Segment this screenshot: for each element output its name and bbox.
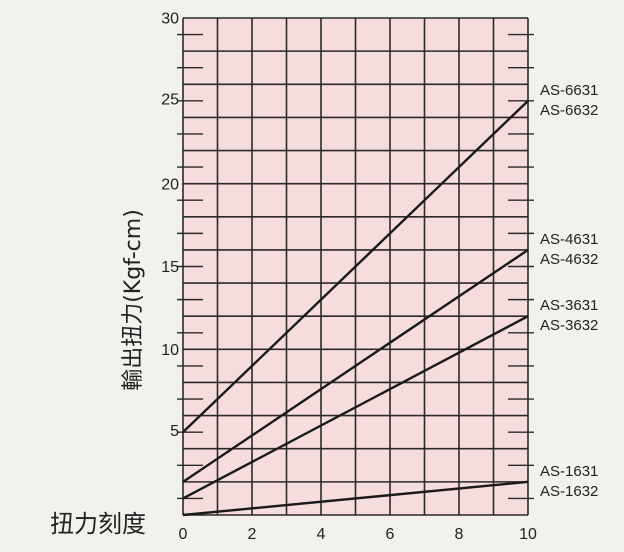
series-label: AS-4631 [540, 231, 598, 248]
series-line [182, 99, 529, 434]
y-tick-label: 15 [161, 259, 179, 276]
x-axis-label: 扭力刻度 [50, 510, 146, 538]
series-label: AS-4632 [540, 251, 598, 268]
series-label: AS-1632 [540, 483, 598, 500]
series-label: AS-3632 [540, 317, 598, 334]
grid [177, 17, 534, 516]
y-tick-label: 5 [170, 423, 179, 440]
series-label: AS-6631 [540, 82, 598, 99]
series-line [182, 480, 529, 517]
y-tick-label: 20 [161, 176, 179, 193]
axis-ticks: 0 2 4 6 8 10 5 10 15 20 25 30 [161, 11, 537, 543]
x-tick-label: 10 [519, 526, 537, 543]
y-tick-label: 25 [161, 92, 179, 109]
y-tick-label: 30 [161, 11, 179, 28]
x-tick-label: 6 [386, 526, 395, 543]
y-axis-label: 輸出扭力(Kgf-cm) [121, 209, 146, 391]
y-tick-label: 10 [161, 342, 179, 359]
x-tick-label: 0 [179, 526, 188, 543]
series-line [182, 315, 529, 500]
series-line [182, 248, 529, 483]
x-tick-label: 2 [248, 526, 257, 543]
series-lines [182, 99, 529, 517]
x-tick-label: 4 [317, 526, 326, 543]
series-label: AS-1631 [540, 463, 598, 480]
series-label: AS-6632 [540, 102, 598, 119]
series-labels: AS-6631 AS-6632 AS-4631 AS-4632 AS-3631 AS-36… [540, 82, 598, 500]
series-label: AS-3631 [540, 297, 598, 314]
x-tick-label: 8 [455, 526, 464, 543]
